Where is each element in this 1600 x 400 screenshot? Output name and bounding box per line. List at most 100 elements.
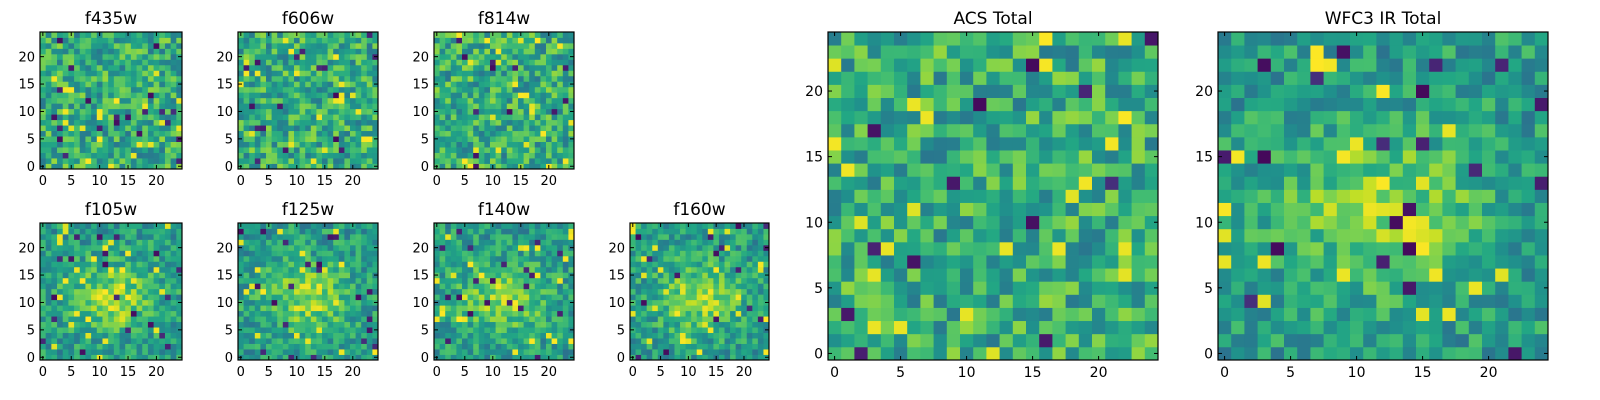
- heatmap-cell: [478, 239, 485, 246]
- heatmap-cell: [119, 321, 126, 328]
- heatmap-cell: [119, 70, 126, 77]
- heatmap-cell: [473, 141, 480, 148]
- heatmap-cell: [243, 255, 250, 262]
- heatmap-cell: [266, 86, 272, 93]
- heatmap-cell: [113, 92, 120, 99]
- heatmap-cell: [439, 277, 446, 284]
- heatmap-cell: [108, 114, 115, 121]
- heatmap-cell: [266, 70, 272, 77]
- heatmap-cell: [663, 288, 670, 295]
- heatmap-cell: [484, 37, 491, 44]
- heatmap-cell: [641, 349, 648, 355]
- heatmap-cell: [170, 261, 177, 268]
- heatmap-cell: [254, 97, 261, 104]
- heatmap-cell: [327, 316, 334, 323]
- heatmap-cell: [249, 310, 256, 317]
- heatmap-cell: [752, 305, 759, 312]
- heatmap-cell: [445, 261, 452, 268]
- heatmap-cell: [933, 346, 948, 361]
- heatmap-cell: [57, 277, 64, 284]
- heatmap-cell: [299, 119, 306, 126]
- heatmap-cell: [68, 158, 75, 164]
- heatmap-cell: [45, 136, 52, 142]
- heatmap-cell: [282, 233, 289, 240]
- heatmap-cell: [288, 228, 295, 235]
- heatmap-cell: [490, 64, 496, 71]
- heatmap-cell: [277, 283, 284, 290]
- heatmap-cell: [282, 103, 289, 110]
- heatmap-cell: [828, 241, 842, 256]
- heatmap-cell: [501, 42, 508, 49]
- heatmap-cell: [159, 136, 166, 142]
- heatmap-cell: [338, 59, 345, 66]
- heatmap-cell: [305, 70, 312, 77]
- heatmap-cell: [288, 239, 295, 246]
- heatmap-cell: [735, 283, 742, 290]
- heatmap-cell: [652, 244, 659, 251]
- heatmap-cell: [91, 255, 98, 262]
- heatmap-cell: [159, 147, 166, 153]
- heatmap-cell: [512, 349, 519, 355]
- heatmap-cell: [551, 272, 558, 279]
- heatmap-cell: [506, 32, 513, 38]
- heatmap-cell: [691, 310, 698, 317]
- heatmap-cell: [462, 288, 468, 295]
- heatmap-cell: [294, 97, 300, 104]
- heatmap-cell: [119, 305, 126, 312]
- heatmap-cell: [501, 108, 508, 115]
- heatmap-cell: [529, 354, 536, 361]
- heatmap-cell: [462, 70, 468, 77]
- heatmap-cell: [894, 294, 908, 308]
- heatmap-cell: [540, 81, 547, 88]
- heatmap-cell: [243, 136, 250, 142]
- heatmap-cell: [366, 283, 373, 290]
- heatmap-cell: [702, 316, 709, 323]
- heatmap-cell: [338, 343, 345, 350]
- heatmap-cell: [696, 255, 703, 262]
- heatmap-cell: [506, 305, 513, 312]
- heatmap-cell: [119, 283, 126, 290]
- heatmap-cell: [757, 233, 764, 240]
- heatmap-cell: [79, 163, 86, 170]
- heatmap-cell: [534, 92, 541, 99]
- heatmap-cell: [506, 223, 513, 229]
- heatmap-cell: [74, 59, 81, 66]
- heatmap-cell: [108, 64, 115, 71]
- heatmap-cell: [473, 228, 480, 235]
- heatmap-cell: [646, 343, 653, 350]
- heatmap-cell: [495, 158, 502, 164]
- heatmap-cell: [439, 108, 446, 115]
- heatmap-cell: [434, 288, 440, 295]
- heatmap-cell: [546, 294, 552, 301]
- heatmap-cell: [333, 233, 340, 240]
- heatmap-cell: [57, 283, 64, 290]
- y-tick-label: 5: [225, 133, 233, 148]
- heatmap-cell: [102, 48, 109, 55]
- heatmap-cell: [119, 75, 126, 82]
- heatmap-cell: [153, 332, 160, 339]
- heatmap-cell: [763, 294, 770, 301]
- heatmap-cell: [288, 125, 295, 132]
- heatmap-cell: [372, 288, 379, 295]
- heatmap-cell: [125, 130, 132, 137]
- heatmap-cell: [125, 261, 132, 268]
- y-tick-label: 5: [27, 324, 35, 339]
- heatmap-cell: [696, 261, 703, 268]
- heatmap-cell: [333, 244, 340, 251]
- heatmap-cell: [294, 261, 300, 268]
- heatmap-cell: [316, 37, 323, 44]
- heatmap-cell: [724, 277, 731, 284]
- heatmap-cell: [462, 59, 468, 66]
- x-tick-label: 20: [736, 365, 753, 380]
- heatmap-cell: [707, 223, 714, 229]
- heatmap-cell: [305, 32, 312, 38]
- heatmap-cell: [91, 288, 98, 295]
- heatmap-cell: [164, 75, 172, 82]
- heatmap-cell: [57, 223, 64, 229]
- heatmap-cell: [467, 130, 474, 137]
- heatmap-cell: [142, 152, 149, 159]
- heatmap-cell: [668, 310, 675, 317]
- heatmap-cell: [854, 333, 868, 348]
- heatmap-cell: [62, 103, 69, 110]
